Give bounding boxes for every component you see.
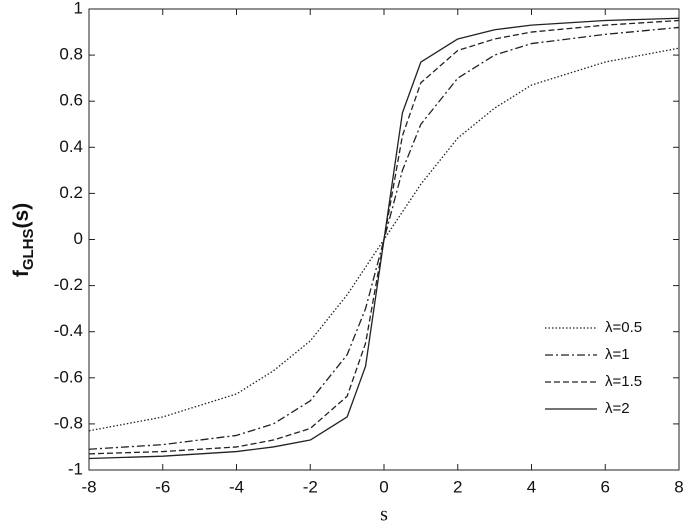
y-tick-label: 0 [74,229,83,248]
y-tick-label: -0.4 [54,321,83,340]
line-series [88,17,680,460]
y-tick-label: 0.2 [59,183,83,202]
x-tick-label: 0 [379,477,388,496]
x-tick-label: 8 [674,477,683,496]
y-label-base: f [10,269,33,277]
y-tick-label: -0.6 [54,367,83,386]
y-tick-label: 0.6 [59,91,83,110]
legend-label: λ=0.5 [605,319,642,336]
legend-label: λ=2 [605,400,630,417]
x-axis-label: s [380,504,388,526]
y-label-suffix: (s) [10,203,33,229]
y-tick-label: 1 [74,0,83,17]
x-tick-label: 6 [601,477,610,496]
y-axis-label: fGLHS(s) [10,203,37,277]
x-tick-label: -8 [81,477,96,496]
y-tick-label: -0.8 [54,413,83,432]
x-tick-label: -4 [229,477,244,496]
y-tick-label: -1 [68,459,83,478]
y-tick-label: -0.2 [54,275,83,294]
legend-label: λ=1 [605,346,630,363]
legend-label: λ=1.5 [605,373,642,390]
y-tick-label: 0.4 [59,137,83,156]
y-tick-label: 0.8 [59,45,83,64]
x-tick-label: -2 [303,477,318,496]
y-label-subscript: GLHS [20,229,37,271]
x-tick-label: 4 [527,477,536,496]
line-series [88,26,680,450]
x-tick-label: -6 [155,477,170,496]
x-tick-label: 2 [453,477,462,496]
